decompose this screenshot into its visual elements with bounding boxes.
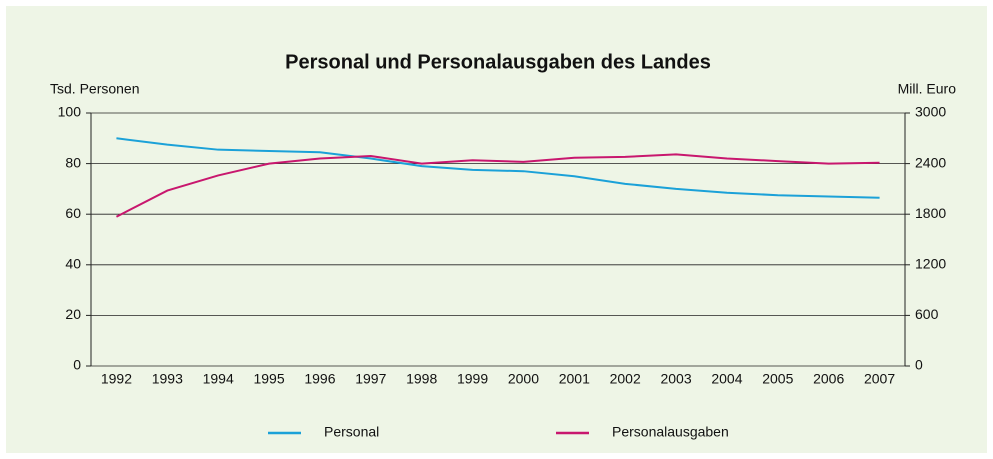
y2-tick-label: 1800 <box>915 205 946 221</box>
x-tick-label: 1999 <box>457 371 488 387</box>
chart-background <box>6 6 987 453</box>
line-series <box>115 153 880 218</box>
y-tick-label: 60 <box>65 205 81 221</box>
chart-title: Personal und Personalausgaben des Landes <box>285 51 711 73</box>
legend-label: Personal <box>324 424 379 440</box>
x-tick-label: 2000 <box>508 371 539 387</box>
y2-tick-label: 0 <box>915 357 923 373</box>
x-tick-label: 2002 <box>610 371 641 387</box>
y-tick-label: 40 <box>65 256 81 272</box>
y-tick-label: 80 <box>65 154 81 170</box>
line-series <box>116 137 880 199</box>
y2-axis-label: Mill. Euro <box>898 81 957 97</box>
y2-tick-label: 1200 <box>915 256 946 272</box>
y2-tick-label: 2400 <box>915 154 946 170</box>
x-tick-label: 2007 <box>864 371 895 387</box>
y2-tick-label: 600 <box>915 306 939 322</box>
x-tick-label: 2006 <box>813 371 844 387</box>
y-axis-label: Tsd. Personen <box>50 81 140 97</box>
y-tick-label: 20 <box>65 306 81 322</box>
x-tick-label: 1995 <box>253 371 284 387</box>
x-tick-label: 1992 <box>101 371 132 387</box>
x-tick-label: 1996 <box>304 371 335 387</box>
x-tick-label: 2003 <box>660 371 691 387</box>
x-tick-label: 1994 <box>203 371 234 387</box>
y-tick-label: 0 <box>73 357 81 373</box>
legend-label: Personalausgaben <box>612 424 729 440</box>
x-tick-label: 2004 <box>711 371 742 387</box>
x-tick-label: 2001 <box>559 371 590 387</box>
x-tick-label: 1998 <box>406 371 437 387</box>
y2-tick-label: 3000 <box>915 104 946 120</box>
x-tick-label: 1997 <box>355 371 386 387</box>
x-tick-label: 2005 <box>762 371 793 387</box>
x-tick-label: 1993 <box>152 371 183 387</box>
y-tick-label: 100 <box>58 104 82 120</box>
